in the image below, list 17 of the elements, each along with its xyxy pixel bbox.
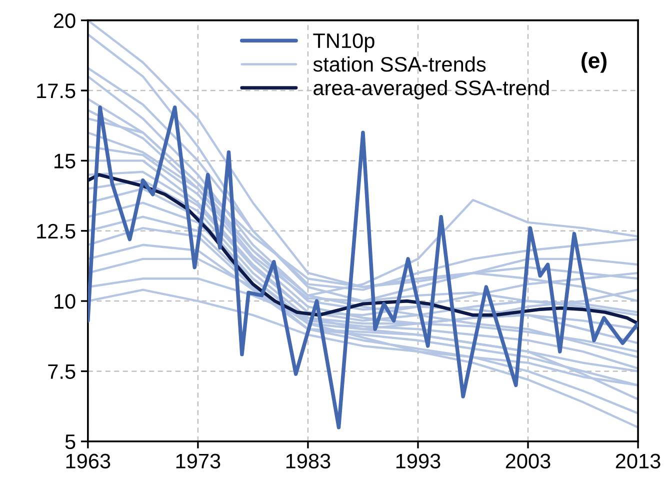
y-tick-label: 10 — [54, 294, 76, 309]
x-tick-label: 1983 — [286, 454, 330, 469]
x-tick-label: 1963 — [66, 454, 110, 469]
x-tick-label: 1973 — [176, 454, 220, 469]
y-tick-label: 17.5 — [37, 84, 76, 98]
x-tick-label: 2003 — [506, 454, 550, 469]
legend-label: TN10p — [313, 33, 374, 52]
x-tick-label: 2013 — [616, 454, 660, 469]
x-tick-label: 1993 — [396, 454, 440, 469]
y-tick-label: 20 — [54, 13, 76, 28]
legend-label: area-averaged SSA-trend — [314, 80, 549, 100]
annotation: (e) — [582, 52, 606, 73]
legend-label: station SSA-trends — [313, 56, 486, 72]
y-tick-label: 5 — [65, 434, 76, 450]
y-tick-label: 15 — [54, 154, 76, 168]
y-tick-label: 12.5 — [37, 224, 76, 239]
y-tick-label: 7.5 — [48, 364, 76, 379]
